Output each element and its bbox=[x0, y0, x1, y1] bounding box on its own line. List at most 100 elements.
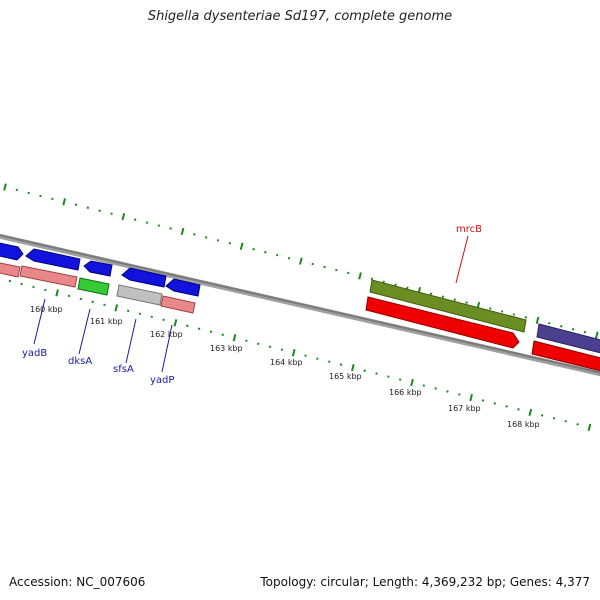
ruler-minor-tick bbox=[316, 357, 319, 360]
ruler-minor-tick bbox=[387, 375, 390, 378]
gene-label-dksA[interactable]: dksA bbox=[68, 356, 92, 367]
ruler-major-tick bbox=[3, 183, 7, 191]
ruler-minor-tick bbox=[560, 325, 563, 328]
label-connectors bbox=[33, 235, 469, 373]
ruler-minor-tick bbox=[429, 292, 433, 295]
ruler-minor-tick bbox=[505, 405, 508, 408]
accession-text: Accession: NC_007606 bbox=[9, 575, 146, 589]
ruler-minor-tick bbox=[67, 294, 71, 298]
genome-summary-text: Topology: circular; Length: 4,369,232 bp… bbox=[260, 575, 590, 589]
gene-arrow[interactable] bbox=[121, 267, 167, 288]
gene-features bbox=[0, 242, 600, 372]
ruler-minor-tick bbox=[394, 283, 397, 287]
ruler-minor-tick bbox=[169, 227, 172, 230]
gene-label-yadP[interactable]: yadP bbox=[150, 375, 174, 386]
ruler-minor-tick bbox=[540, 414, 544, 417]
kbp-label: 160 kbp bbox=[30, 305, 63, 314]
ruler-minor-tick bbox=[197, 327, 201, 330]
ruler-minor-tick bbox=[564, 420, 567, 423]
ruler-minor-tick bbox=[74, 203, 78, 207]
ruler-minor-tick bbox=[221, 333, 224, 336]
ruler-major-tick bbox=[469, 393, 473, 402]
ruler-minor-tick bbox=[44, 288, 47, 292]
ruler-minor-tick bbox=[280, 348, 284, 351]
ruler-minor-tick bbox=[465, 301, 468, 304]
kbp-label: 164 kbp bbox=[270, 358, 303, 367]
ruler-major-tick bbox=[528, 408, 533, 417]
ruler-minor-tick bbox=[548, 322, 551, 325]
gene-arrow[interactable] bbox=[19, 265, 78, 288]
ruler-minor-tick bbox=[571, 328, 575, 331]
outer-ruler bbox=[3, 183, 599, 339]
ruler-major-tick bbox=[114, 304, 119, 312]
gene-arrow[interactable] bbox=[536, 323, 600, 354]
kbp-label: 163 kbp bbox=[210, 344, 243, 353]
gene-arrow[interactable] bbox=[160, 295, 196, 314]
gene-arrow[interactable] bbox=[0, 242, 24, 261]
ruler-minor-tick bbox=[335, 268, 338, 272]
ruler-minor-tick bbox=[489, 307, 492, 310]
ruler-minor-tick bbox=[193, 233, 196, 236]
ruler-minor-tick bbox=[323, 265, 326, 269]
ruler-major-tick bbox=[232, 334, 237, 342]
ruler-minor-tick bbox=[458, 393, 461, 396]
ruler-major-tick bbox=[587, 423, 592, 431]
ruler-minor-tick bbox=[339, 363, 343, 366]
ruler-minor-tick bbox=[363, 369, 366, 372]
ruler-minor-tick bbox=[446, 390, 449, 393]
gene-arrow[interactable] bbox=[83, 260, 113, 277]
ruler-minor-tick bbox=[32, 285, 35, 289]
ruler-minor-tick bbox=[481, 399, 485, 402]
ruler-minor-tick bbox=[150, 315, 153, 319]
ruler-major-tick bbox=[239, 242, 244, 250]
ruler-minor-tick bbox=[157, 224, 161, 227]
ruler-minor-tick bbox=[209, 330, 213, 333]
ruler-minor-tick bbox=[15, 188, 19, 192]
inner-ruler bbox=[8, 279, 592, 431]
gene-arrow[interactable] bbox=[531, 340, 600, 372]
ruler-minor-tick bbox=[252, 248, 255, 251]
ruler-minor-tick bbox=[86, 206, 90, 209]
ruler-minor-tick bbox=[453, 298, 456, 301]
ruler-minor-tick bbox=[328, 360, 331, 363]
backbone bbox=[0, 233, 600, 377]
kbp-label: 166 kbp bbox=[389, 388, 422, 397]
gene-arrow[interactable] bbox=[369, 279, 527, 333]
map-title: Shigella dysenteriae Sd197, complete gen… bbox=[147, 9, 453, 24]
ruler-minor-tick bbox=[398, 378, 402, 381]
gene-arrow[interactable] bbox=[25, 248, 81, 271]
kbp-labels: 160 kbp 161 kbp 162 kbp 163 kbp 164 kbp … bbox=[30, 305, 540, 429]
ruler-minor-tick bbox=[216, 239, 220, 242]
ruler-minor-tick bbox=[493, 402, 497, 405]
ruler-major-tick bbox=[594, 331, 599, 339]
ruler-major-tick bbox=[55, 289, 59, 297]
ruler-minor-tick bbox=[145, 221, 149, 224]
gene-arrow[interactable] bbox=[165, 278, 201, 297]
gene-arrow[interactable] bbox=[365, 296, 520, 349]
gene-label-yadB[interactable]: yadB bbox=[22, 348, 47, 359]
ruler-major-tick bbox=[535, 316, 540, 325]
ruler-minor-tick bbox=[98, 209, 101, 212]
gene-label-mrcB[interactable]: mrcB bbox=[456, 224, 482, 235]
ruler-minor-tick bbox=[138, 312, 142, 316]
ruler-minor-tick bbox=[228, 242, 232, 245]
ruler-minor-tick bbox=[264, 250, 267, 254]
ruler-minor-tick bbox=[257, 342, 260, 345]
ruler-minor-tick bbox=[576, 423, 579, 426]
ruler-major-tick bbox=[291, 349, 296, 357]
ruler-minor-tick bbox=[441, 295, 445, 298]
ruler-minor-tick bbox=[304, 354, 307, 357]
gene-label-sfsA[interactable]: sfsA bbox=[113, 364, 134, 375]
ruler-minor-tick bbox=[186, 324, 189, 328]
ruler-major-tick bbox=[358, 272, 362, 280]
ruler-minor-tick bbox=[91, 300, 94, 304]
gene-arrow[interactable] bbox=[116, 284, 163, 306]
gene-arrow[interactable] bbox=[77, 277, 110, 296]
ruler-minor-tick bbox=[552, 417, 556, 420]
ruler-minor-tick bbox=[422, 384, 426, 387]
gene-arrow[interactable] bbox=[0, 262, 21, 278]
ruler-major-tick bbox=[173, 319, 178, 327]
ruler-major-tick bbox=[121, 212, 126, 221]
ruler-minor-tick bbox=[8, 279, 12, 283]
